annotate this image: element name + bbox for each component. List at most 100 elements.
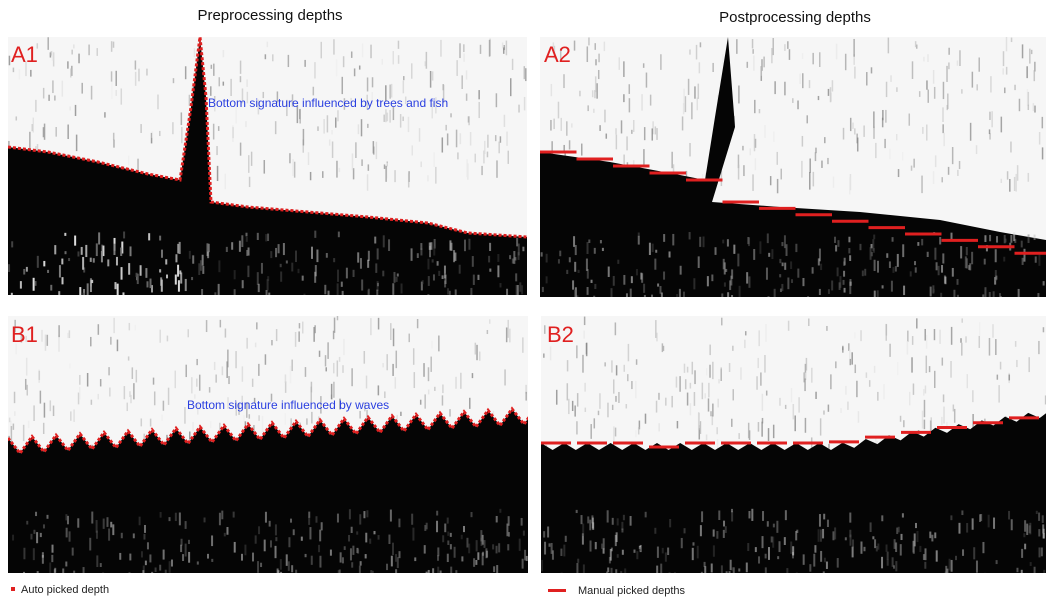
noise xyxy=(817,258,820,266)
noise xyxy=(506,131,508,146)
noise xyxy=(752,49,754,54)
noise xyxy=(581,533,584,545)
noise xyxy=(172,122,174,135)
noise xyxy=(65,527,68,538)
noise xyxy=(8,55,11,66)
noise xyxy=(779,258,782,264)
noise xyxy=(843,270,846,277)
noise xyxy=(819,529,822,542)
noise xyxy=(571,400,574,412)
noise xyxy=(517,252,520,260)
noise xyxy=(481,165,483,176)
noise xyxy=(625,293,628,297)
noise xyxy=(712,361,714,380)
noise xyxy=(580,515,583,525)
noise xyxy=(42,127,45,138)
noise xyxy=(460,372,462,389)
noise xyxy=(449,240,452,251)
noise xyxy=(766,521,769,527)
noise xyxy=(187,539,190,545)
noise xyxy=(371,92,374,105)
noise xyxy=(635,269,638,276)
noise xyxy=(446,133,449,146)
noise xyxy=(684,96,687,113)
noise xyxy=(245,121,247,128)
noise xyxy=(86,283,89,295)
noise xyxy=(604,109,606,123)
noise xyxy=(69,106,71,111)
noise xyxy=(923,399,926,418)
noise xyxy=(49,400,52,412)
noise xyxy=(908,113,911,126)
noise xyxy=(606,571,609,573)
noise xyxy=(1014,341,1017,347)
noise xyxy=(431,103,434,119)
noise xyxy=(615,134,618,150)
noise xyxy=(699,236,702,247)
noise xyxy=(764,553,767,559)
noise xyxy=(976,84,978,91)
noise xyxy=(786,568,789,573)
noise xyxy=(90,336,92,347)
noise xyxy=(523,96,526,111)
noise xyxy=(545,253,548,263)
noise xyxy=(12,67,15,73)
noise xyxy=(953,408,956,423)
noise xyxy=(127,155,130,166)
noise xyxy=(75,134,78,152)
noise xyxy=(837,240,840,247)
noise xyxy=(586,287,589,295)
noise xyxy=(91,279,94,284)
noise xyxy=(658,423,660,432)
noise xyxy=(381,58,384,65)
noise xyxy=(446,517,449,524)
noise xyxy=(553,45,556,59)
noise xyxy=(292,159,294,176)
noise xyxy=(119,552,122,560)
noise xyxy=(474,153,476,163)
noise xyxy=(756,376,758,390)
noise xyxy=(306,418,308,425)
noise xyxy=(201,254,204,266)
noise xyxy=(386,563,389,571)
noise xyxy=(923,389,925,396)
noise xyxy=(915,522,918,529)
noise xyxy=(870,243,873,249)
noise xyxy=(772,424,775,439)
noise xyxy=(1017,288,1020,297)
noise xyxy=(54,95,56,101)
noise xyxy=(723,262,726,275)
noise xyxy=(289,153,291,164)
noise xyxy=(894,266,897,272)
noise xyxy=(611,360,613,373)
noise xyxy=(489,242,492,252)
noise xyxy=(318,350,321,357)
noise xyxy=(1034,105,1036,113)
noise xyxy=(271,340,273,346)
echogram xyxy=(8,316,528,573)
noise xyxy=(994,270,997,281)
noise xyxy=(480,537,483,546)
noise xyxy=(906,341,909,355)
noise xyxy=(566,383,569,401)
noise xyxy=(873,126,875,139)
noise xyxy=(572,280,575,290)
noise xyxy=(58,325,60,338)
noise xyxy=(705,434,708,441)
noise xyxy=(956,294,959,297)
noise xyxy=(624,568,627,573)
noise xyxy=(287,54,290,68)
noise xyxy=(660,54,662,70)
noise xyxy=(284,374,287,383)
noise xyxy=(110,521,113,528)
noise xyxy=(450,113,452,118)
noise xyxy=(614,322,617,336)
noise xyxy=(566,360,569,372)
noise xyxy=(720,367,722,381)
noise xyxy=(340,281,343,287)
noise xyxy=(116,283,119,295)
noise xyxy=(541,559,544,572)
noise xyxy=(792,404,795,420)
noise xyxy=(587,105,589,112)
noise xyxy=(961,342,963,356)
